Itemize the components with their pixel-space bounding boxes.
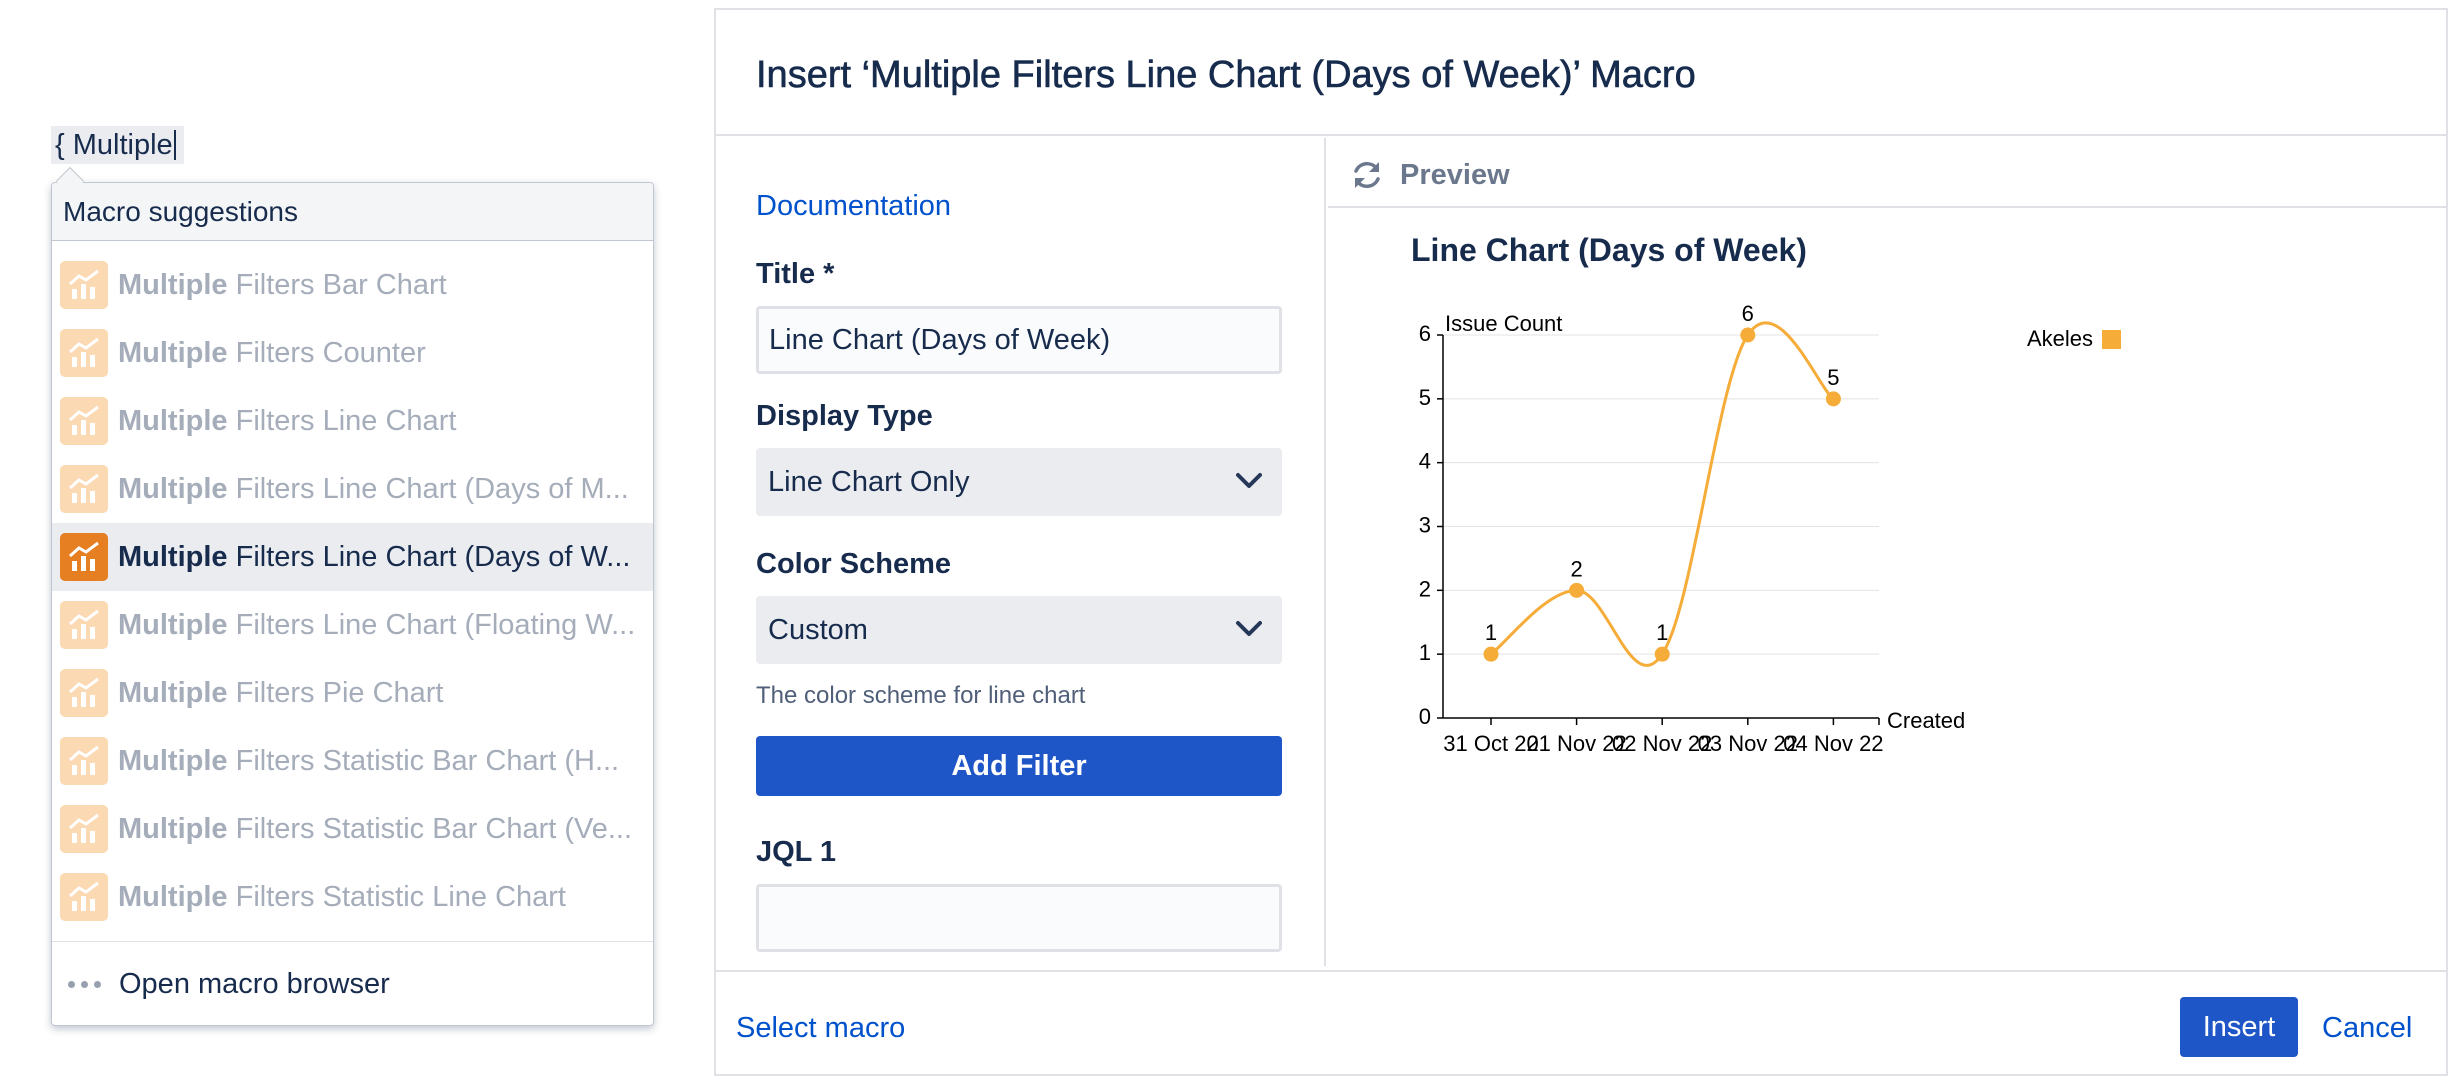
legend-label: Akeles	[2027, 326, 2093, 351]
dialog-header: Insert ‘Multiple Filters Line Chart (Day…	[716, 10, 2446, 136]
data-point	[1569, 582, 1585, 598]
macro-parameters-panel: Documentation Title * Line Chart (Days o…	[716, 138, 1326, 966]
y-tick-label: 2	[1419, 576, 1431, 601]
y-tick-label: 3	[1419, 513, 1431, 538]
open-macro-browser-link[interactable]: Open macro browser	[52, 942, 653, 1025]
documentation-link[interactable]: Documentation	[756, 190, 952, 222]
x-tick-label: 31 Oct 22	[1443, 731, 1538, 756]
suggestion-label: Multiple Filters Statistic Bar Chart (Ve…	[118, 812, 633, 845]
suggestion-label: Multiple Filters Statistic Line Chart	[118, 880, 566, 913]
suggestion-label: Multiple Filters Line Chart (Floating W.…	[118, 608, 636, 641]
suggestion-item[interactable]: Multiple Filters Counter	[52, 319, 653, 387]
data-label: 5	[1827, 365, 1839, 390]
chart-macro-icon	[60, 873, 108, 921]
chart-macro-icon	[60, 533, 108, 581]
divider	[52, 941, 653, 942]
refresh-icon[interactable]	[1350, 158, 1384, 192]
suggestion-item[interactable]: Multiple Filters Pie Chart	[52, 659, 653, 727]
display-type-select[interactable]: Line Chart Only	[756, 448, 1282, 516]
suggestion-label: Multiple Filters Bar Chart	[118, 268, 447, 301]
x-tick-label: 03 Nov 22	[1698, 731, 1798, 756]
dialog-title: Insert ‘Multiple Filters Line Chart (Day…	[756, 54, 1696, 97]
suggestion-label: Multiple Filters Counter	[118, 336, 426, 369]
y-axis-title: Issue Count	[1445, 311, 1562, 336]
color-scheme-value: Custom	[768, 614, 868, 646]
color-scheme-label: Color Scheme	[756, 548, 951, 580]
y-tick-label: 4	[1419, 449, 1431, 474]
chart-macro-icon	[60, 465, 108, 513]
cancel-button[interactable]: Cancel	[2322, 1012, 2413, 1044]
suggestion-label: Multiple Filters Pie Chart	[118, 676, 444, 709]
color-scheme-select[interactable]: Custom	[756, 596, 1282, 664]
y-tick-label: 0	[1419, 704, 1431, 729]
suggestion-label: Multiple Filters Line Chart (Days of W..…	[118, 540, 631, 573]
display-type-label: Display Type	[756, 400, 933, 432]
suggestion-item[interactable]: Multiple Filters Bar Chart	[52, 251, 653, 319]
more-icon	[68, 980, 101, 988]
y-tick-label: 1	[1419, 640, 1431, 665]
data-label: 2	[1570, 556, 1582, 581]
suggestion-item[interactable]: Multiple Filters Statistic Line Chart	[52, 863, 653, 931]
open-browser-label: Open macro browser	[119, 967, 390, 1000]
suggestion-item[interactable]: Multiple Filters Line Chart (Days of M..…	[52, 455, 653, 523]
trigger-text: { Multiple	[55, 129, 173, 161]
preview-panel: Preview Line Chart (Days of Week) 0 1 2 3 4 5…	[1328, 138, 2446, 966]
chevron-down-icon	[1236, 473, 1262, 488]
data-point	[1654, 646, 1670, 662]
chart-macro-icon	[60, 329, 108, 377]
legend-swatch	[2102, 330, 2121, 349]
suggestion-item[interactable]: Multiple Filters Line Chart (Days of W..…	[52, 523, 653, 591]
suggestion-item[interactable]: Multiple Filters Line Chart	[52, 387, 653, 455]
suggestion-label: Multiple Filters Line Chart	[118, 404, 457, 437]
data-label: 1	[1485, 620, 1497, 645]
suggestion-item[interactable]: Multiple Filters Statistic Bar Chart (Ve…	[52, 795, 653, 863]
x-tick-label: 01 Nov 22	[1526, 731, 1626, 756]
suggestions-list: Multiple Filters Bar Chart Multiple Filte…	[52, 241, 653, 931]
display-type-value: Line Chart Only	[768, 466, 970, 498]
suggestion-label: Multiple Filters Statistic Bar Chart (H.…	[118, 744, 620, 777]
jql-textarea[interactable]	[756, 884, 1282, 952]
title-label: Title *	[756, 258, 835, 290]
x-tick-label: 02 Nov 22	[1612, 731, 1712, 756]
data-point	[1740, 327, 1756, 343]
add-filter-button[interactable]: Add Filter	[756, 736, 1282, 796]
chart-macro-icon	[60, 397, 108, 445]
x-axis-title: Created	[1887, 708, 1965, 733]
series-line	[1490, 321, 1835, 667]
macro-trigger-text[interactable]: { Multiple	[51, 126, 184, 164]
data-label: 6	[1742, 301, 1754, 326]
macro-suggestions-dropdown: Macro suggestions Multiple Filters Bar C…	[51, 182, 654, 1026]
y-tick-label: 5	[1419, 385, 1431, 410]
suggestion-item[interactable]: Multiple Filters Line Chart (Floating W.…	[52, 591, 653, 659]
preview-label: Preview	[1400, 159, 1510, 191]
chart-macro-icon	[60, 601, 108, 649]
title-input[interactable]: Line Chart (Days of Week)	[756, 306, 1282, 374]
insert-macro-dialog: Insert ‘Multiple Filters Line Chart (Day…	[714, 8, 2448, 1076]
text-caret	[173, 130, 176, 160]
chart-title: Line Chart (Days of Week)	[1411, 232, 1807, 268]
select-macro-link[interactable]: Select macro	[736, 1012, 906, 1044]
chart-macro-icon	[60, 669, 108, 717]
data-point	[1483, 646, 1499, 662]
preview-header: Preview	[1328, 138, 2446, 208]
suggestion-item[interactable]: Multiple Filters Statistic Bar Chart (H.…	[52, 727, 653, 795]
jql-label: JQL 1	[756, 836, 837, 868]
suggestion-label: Multiple Filters Line Chart (Days of M..…	[118, 472, 629, 505]
data-label: 1	[1656, 620, 1668, 645]
y-tick-label: 6	[1419, 321, 1431, 346]
data-point	[1825, 391, 1841, 407]
chart-macro-icon	[60, 261, 108, 309]
chart-macro-icon	[60, 805, 108, 853]
dialog-footer: Select macro Insert Cancel	[716, 970, 2446, 1076]
suggestions-header: Macro suggestions	[52, 183, 653, 241]
insert-button[interactable]: Insert	[2180, 997, 2298, 1057]
chart-macro-icon	[60, 737, 108, 785]
color-scheme-help-text: The color scheme for line chart	[756, 682, 1086, 709]
x-tick-label: 04 Nov 22	[1783, 731, 1883, 756]
chevron-down-icon	[1236, 621, 1262, 636]
